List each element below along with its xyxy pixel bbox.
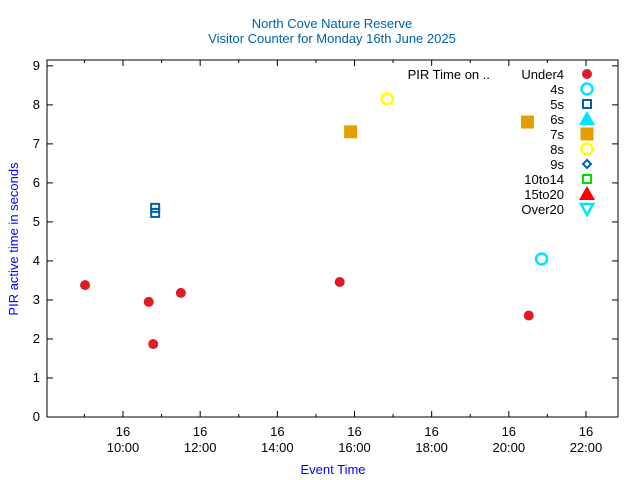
y-axis-label: PIR active time in seconds [6, 162, 21, 316]
data-point-under4 [175, 287, 186, 298]
legend-label: 5s [550, 97, 564, 112]
x-tick-label-time: 14:00 [261, 440, 294, 455]
y-tick-label: 0 [33, 409, 40, 424]
data-point-under4 [80, 280, 91, 291]
legend-marker-over20 [578, 202, 596, 218]
legend-marker-8s [580, 142, 594, 156]
data-point-5s [150, 207, 161, 218]
data-point-4s [534, 252, 549, 266]
x-tick-label-time: 22:00 [570, 440, 603, 455]
x-tick-label-day: 16 [579, 424, 593, 439]
legend-title: PIR Time on .. [408, 67, 490, 82]
x-tick-label-day: 16 [347, 424, 361, 439]
data-point-7s [344, 125, 358, 139]
legend-label: 4s [550, 82, 564, 97]
x-tick-label-time: 18:00 [415, 440, 448, 455]
data-point-under4 [523, 310, 534, 321]
legend-label: 15to20 [524, 187, 564, 202]
data-point-7s [520, 115, 534, 129]
y-tick-label: 9 [33, 58, 40, 73]
legend-label: 6s [550, 112, 564, 127]
x-tick-label-day: 16 [193, 424, 207, 439]
chart-subtitle: Visitor Counter for Monday 16th June 202… [208, 31, 456, 46]
data-points [80, 92, 549, 350]
legend-marker-6s [579, 111, 595, 125]
legend-marker-10to14 [582, 174, 592, 184]
x-tick-label-day: 16 [424, 424, 438, 439]
legend-marker-under4 [582, 69, 592, 79]
x-tick-label-day: 16 [116, 424, 130, 439]
legend-label: 7s [550, 127, 564, 142]
data-point-under4 [334, 277, 345, 288]
y-tick-label: 5 [33, 214, 40, 229]
legend-label: Under4 [521, 67, 564, 82]
y-tick-label: 4 [33, 253, 40, 268]
y-tick-label: 6 [33, 175, 40, 190]
y-tick-label: 8 [33, 97, 40, 112]
axes: 01234567891610:001612:001614:001616:0016… [33, 58, 619, 455]
legend-marker-7s [580, 127, 594, 141]
x-axis-label: Event Time [300, 462, 365, 477]
data-point-under4 [148, 339, 159, 350]
legend-marker-4s [580, 82, 594, 96]
x-tick-label-time: 16:00 [338, 440, 371, 455]
y-tick-label: 3 [33, 292, 40, 307]
y-tick-label: 7 [33, 136, 40, 151]
legend: PIR Time on .. Under44s5s6s7s8s9s10to141… [408, 67, 596, 218]
x-tick-label-time: 10:00 [107, 440, 140, 455]
y-tick-label: 2 [33, 331, 40, 346]
x-tick-label-time: 12:00 [184, 440, 217, 455]
legend-marker-5s [582, 99, 592, 109]
data-point-8s [380, 92, 395, 106]
legend-label: Over20 [521, 202, 564, 217]
legend-marker-9s [581, 158, 593, 170]
data-point-under4 [143, 296, 154, 307]
chart-title: North Cove Nature Reserve [252, 16, 412, 31]
x-tick-label-day: 16 [270, 424, 284, 439]
x-tick-label-day: 16 [502, 424, 516, 439]
x-tick-label-time: 20:00 [493, 440, 526, 455]
legend-marker-15to20 [579, 186, 595, 200]
legend-label: 9s [550, 157, 564, 172]
plot-frame [46, 59, 619, 418]
legend-label: 10to14 [524, 172, 564, 187]
y-tick-label: 1 [33, 370, 40, 385]
data-point-5s [150, 202, 161, 213]
legend-label: 8s [550, 142, 564, 157]
